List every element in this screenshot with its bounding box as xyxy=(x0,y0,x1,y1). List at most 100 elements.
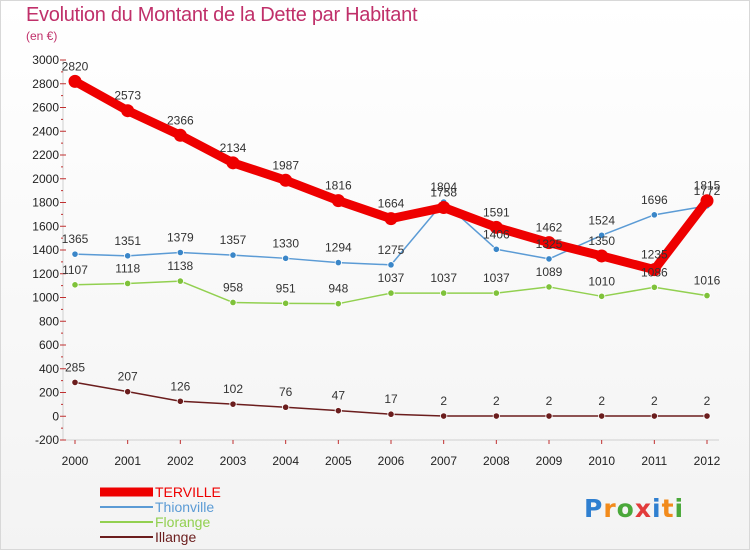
data-point-florange xyxy=(334,300,342,308)
data-label-illange: 17 xyxy=(384,392,398,406)
chart-series xyxy=(68,74,714,420)
logo-letter: t xyxy=(661,494,675,523)
data-label-florange: 958 xyxy=(223,280,243,294)
data-point-terville xyxy=(226,156,240,170)
data-point-florange xyxy=(124,279,132,288)
data-label-florange: 1118 xyxy=(115,261,140,275)
data-point-illange xyxy=(440,412,448,420)
data-point-florange xyxy=(71,281,79,289)
x-tick-label: 2011 xyxy=(641,454,667,468)
x-tick-label: 2005 xyxy=(325,454,352,468)
x-tick-label: 2012 xyxy=(694,454,721,468)
data-point-florange xyxy=(545,283,553,291)
data-point-illange xyxy=(229,400,237,408)
logo-letter: r xyxy=(603,494,617,523)
data-label-florange: 1107 xyxy=(62,263,88,277)
y-tick-label: 400 xyxy=(39,362,59,376)
data-label-thionville: 1294 xyxy=(325,241,352,255)
data-point-terville xyxy=(173,128,187,142)
logo-letter: x xyxy=(634,494,652,523)
data-label-illange: 47 xyxy=(332,389,346,403)
y-tick-label: 2200 xyxy=(32,148,59,162)
x-tick-label: 2002 xyxy=(167,454,194,468)
data-label-thionville: 1379 xyxy=(167,230,194,244)
data-label-terville: 1816 xyxy=(325,179,352,193)
data-label-thionville: 1351 xyxy=(114,234,141,248)
data-label-illange: 2 xyxy=(704,394,711,408)
data-label-illange: 285 xyxy=(65,360,85,374)
data-label-thionville: 1325 xyxy=(536,237,563,251)
y-tick-label: 2400 xyxy=(32,124,59,138)
data-label-terville: 1987 xyxy=(272,158,299,172)
data-point-terville xyxy=(700,194,714,208)
data-label-terville: 1235 xyxy=(641,248,668,262)
data-label-terville: 1815 xyxy=(694,179,721,193)
data-label-florange: 1086 xyxy=(641,265,668,279)
data-label-terville: 1350 xyxy=(588,234,615,248)
y-tick-label: 600 xyxy=(39,338,59,352)
data-label-terville: 1664 xyxy=(378,197,405,211)
y-tick-label: 1800 xyxy=(32,196,59,210)
data-point-illange xyxy=(71,378,79,387)
data-label-terville: 1462 xyxy=(536,221,563,235)
data-label-thionville: 1804 xyxy=(430,180,457,194)
data-label-thionville: 1365 xyxy=(62,232,89,246)
y-tick-label: 2800 xyxy=(32,77,59,91)
data-point-thionville xyxy=(176,248,184,257)
x-tick-label: 2010 xyxy=(588,454,615,468)
data-label-thionville: 1330 xyxy=(272,236,299,250)
data-label-florange: 1010 xyxy=(588,274,615,288)
x-tick-label: 2004 xyxy=(272,454,299,468)
y-tick-label: 2000 xyxy=(32,172,59,186)
chart-data-labels: 2820 2573 2366 2134 1987 1816 1664 1758 1591 1462… xyxy=(62,59,721,408)
x-tick-label: 2000 xyxy=(62,454,89,468)
data-point-thionville xyxy=(71,250,79,258)
x-tick-label: 2007 xyxy=(430,454,457,468)
data-label-florange: 948 xyxy=(328,282,348,296)
data-label-illange: 207 xyxy=(118,370,138,384)
data-point-thionville xyxy=(124,252,132,260)
data-label-illange: 2 xyxy=(546,394,553,408)
data-point-terville xyxy=(279,173,293,187)
data-point-florange xyxy=(387,289,395,297)
data-point-illange xyxy=(334,407,342,415)
data-point-terville xyxy=(121,104,135,118)
data-label-thionville: 1772 xyxy=(694,184,721,198)
data-label-florange: 1089 xyxy=(536,265,563,279)
x-tick-label: 2009 xyxy=(536,454,563,468)
legend-label-terville: TERVILLE xyxy=(155,484,221,500)
data-label-illange: 2 xyxy=(440,394,447,408)
data-point-thionville xyxy=(334,258,342,267)
data-point-thionville xyxy=(387,261,395,269)
data-point-thionville xyxy=(492,245,500,253)
data-point-thionville xyxy=(229,251,237,259)
x-tick-label: 2001 xyxy=(114,454,141,468)
data-label-terville: 2820 xyxy=(62,59,89,73)
data-label-illange: 126 xyxy=(170,379,190,393)
logo-letter: i xyxy=(652,494,662,523)
data-label-thionville: 1357 xyxy=(220,233,247,247)
data-label-florange: 1037 xyxy=(483,271,510,285)
data-point-illange xyxy=(282,403,290,411)
logo-letter: o xyxy=(616,494,635,523)
x-tick-label: 2006 xyxy=(378,454,405,468)
y-tick-label: 1400 xyxy=(32,243,59,257)
data-label-illange: 2 xyxy=(651,394,658,408)
legend-label-illange: Illange xyxy=(155,529,196,545)
chart-title: Evolution du Montant de la Dette par Hab… xyxy=(26,4,418,26)
data-point-terville xyxy=(384,212,398,226)
data-label-terville: 1591 xyxy=(483,205,510,219)
legend-label-florange: Florange xyxy=(155,514,210,530)
data-point-illange xyxy=(124,388,132,396)
logo-letter: i xyxy=(674,494,685,523)
data-label-thionville: 1275 xyxy=(378,243,405,257)
y-tick-label: 200 xyxy=(39,386,59,400)
data-point-illange xyxy=(176,397,184,405)
data-label-florange: 1037 xyxy=(378,271,405,285)
data-label-thionville: 1524 xyxy=(588,213,615,227)
data-label-thionville: 1696 xyxy=(641,193,668,207)
data-label-illange: 2 xyxy=(598,394,605,408)
